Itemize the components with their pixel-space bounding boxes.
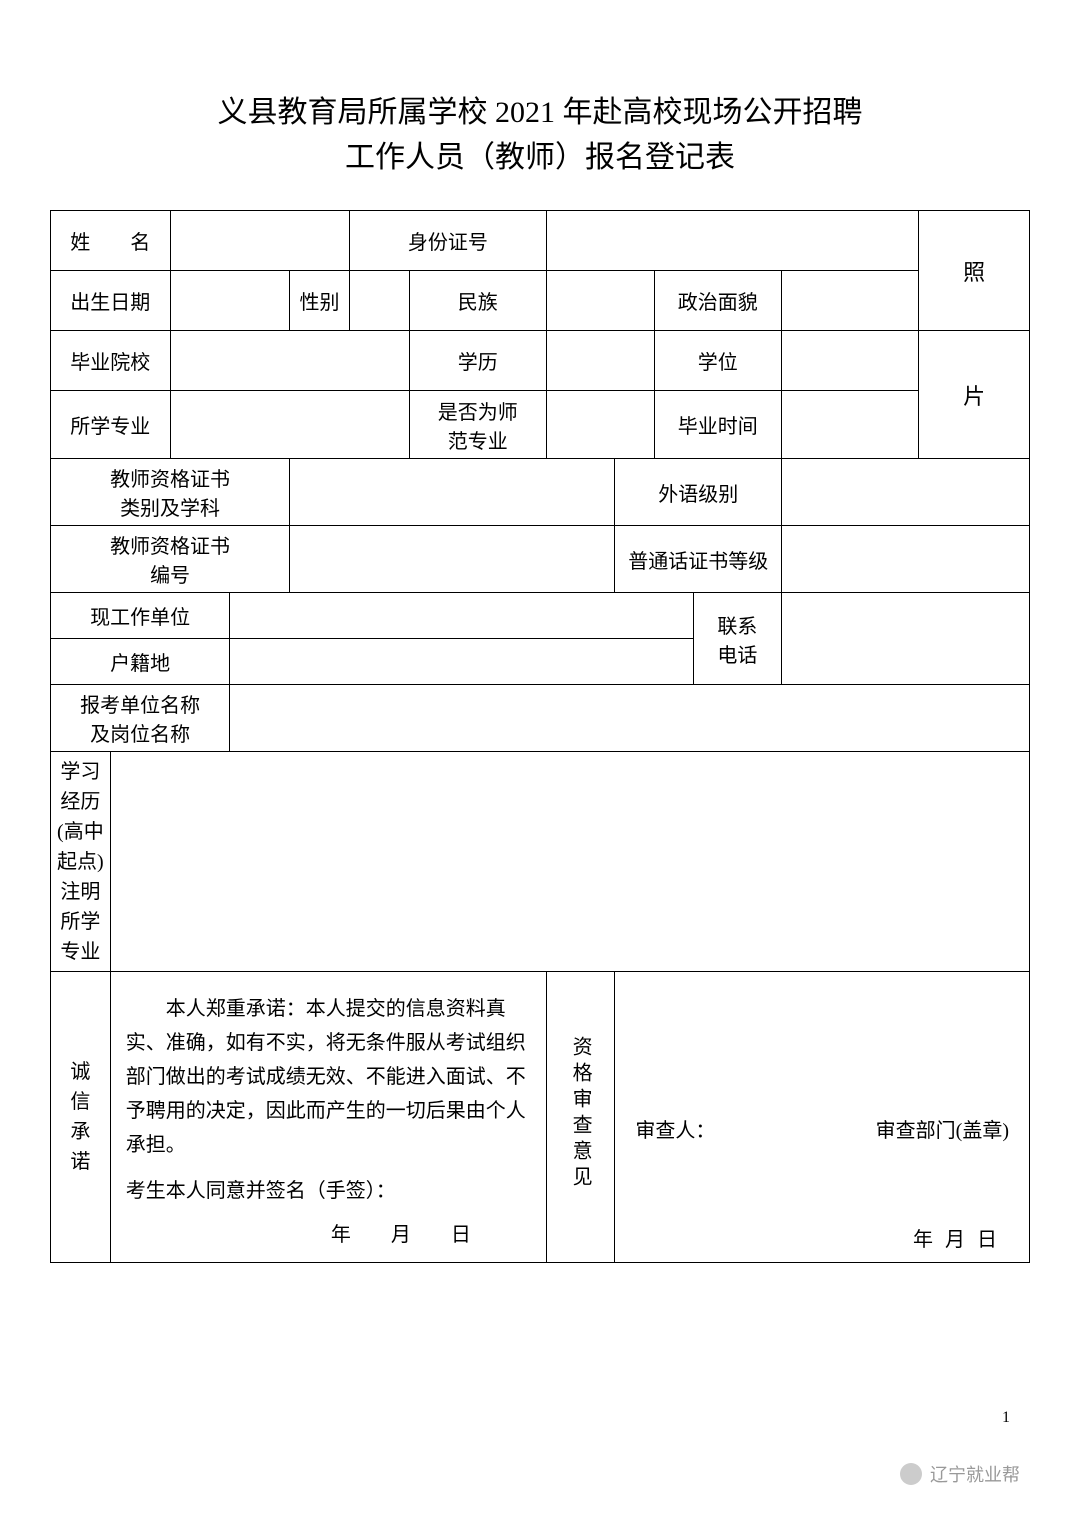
label-pledge: 诚信承诺 (51, 972, 111, 1263)
label-mandarin: 普通话证书等级 (615, 526, 782, 593)
input-gradtime[interactable] (782, 391, 919, 459)
input-id[interactable] (546, 211, 918, 271)
input-education[interactable] (546, 331, 654, 391)
label-id: 身份证号 (349, 211, 546, 271)
input-name[interactable] (170, 211, 349, 271)
registration-table: 姓 名 身份证号 照 出生日期 性别 民族 政治面貌 毕业院校 学历 学位 片 … (50, 210, 1030, 1263)
label-contact: 联系电话 (693, 593, 781, 685)
label-birth: 出生日期 (51, 271, 171, 331)
input-major[interactable] (170, 391, 409, 459)
label-name: 姓 名 (51, 211, 171, 271)
input-degree[interactable] (782, 331, 919, 391)
watermark: 辽宁就业帮 (900, 1461, 1020, 1487)
input-workunit[interactable] (230, 593, 693, 639)
input-mandarin[interactable] (782, 526, 1030, 593)
input-school[interactable] (170, 331, 409, 391)
input-household[interactable] (230, 639, 693, 685)
input-contact[interactable] (782, 593, 1030, 685)
label-household: 户籍地 (51, 639, 230, 685)
label-major: 所学专业 (51, 391, 171, 459)
input-birth[interactable] (170, 271, 290, 331)
input-applyunit[interactable] (230, 685, 1030, 752)
input-certtype[interactable] (290, 459, 615, 526)
label-ethnic: 民族 (409, 271, 546, 331)
input-certno[interactable] (290, 526, 615, 593)
pledge-body: 本人郑重承诺：本人提交的信息资料真实、准确，如有不实，将无条件服从考试组织部门做… (110, 972, 546, 1263)
title-line2: 工作人员（教师）报名登记表 (50, 135, 1030, 180)
label-certno: 教师资格证书编号 (51, 526, 290, 593)
label-applyunit: 报考单位名称及岗位名称 (51, 685, 230, 752)
review-area[interactable]: 审查人： 审查部门(盖章) 年月日 (615, 972, 1030, 1263)
label-photo-bottom: 片 (919, 331, 1030, 459)
input-gender[interactable] (349, 271, 409, 331)
input-isnormal[interactable] (546, 391, 654, 459)
label-gender: 性别 (290, 271, 350, 331)
title-line1: 义县教育局所属学校 2021 年赴高校现场公开招聘 (50, 90, 1030, 135)
label-certtype: 教师资格证书类别及学科 (51, 459, 290, 526)
label-school: 毕业院校 (51, 331, 171, 391)
label-gradtime: 毕业时间 (654, 391, 781, 459)
input-ethnic[interactable] (546, 271, 654, 331)
label-studyexp: 学习经历(高中起点)注明所学专业 (51, 752, 111, 972)
label-education: 学历 (409, 331, 546, 391)
label-degree: 学位 (654, 331, 781, 391)
label-langlevel: 外语级别 (615, 459, 782, 526)
input-political[interactable] (782, 271, 919, 331)
label-review: 资格审查意见 (546, 972, 615, 1263)
watermark-icon (900, 1463, 922, 1485)
label-workunit: 现工作单位 (51, 593, 230, 639)
input-langlevel[interactable] (782, 459, 1030, 526)
page-number: 1 (1002, 1409, 1010, 1427)
label-isnormal: 是否为师范专业 (409, 391, 546, 459)
label-photo-top: 照 (919, 211, 1030, 331)
label-political: 政治面貌 (654, 271, 781, 331)
input-studyexp[interactable] (110, 752, 1029, 972)
